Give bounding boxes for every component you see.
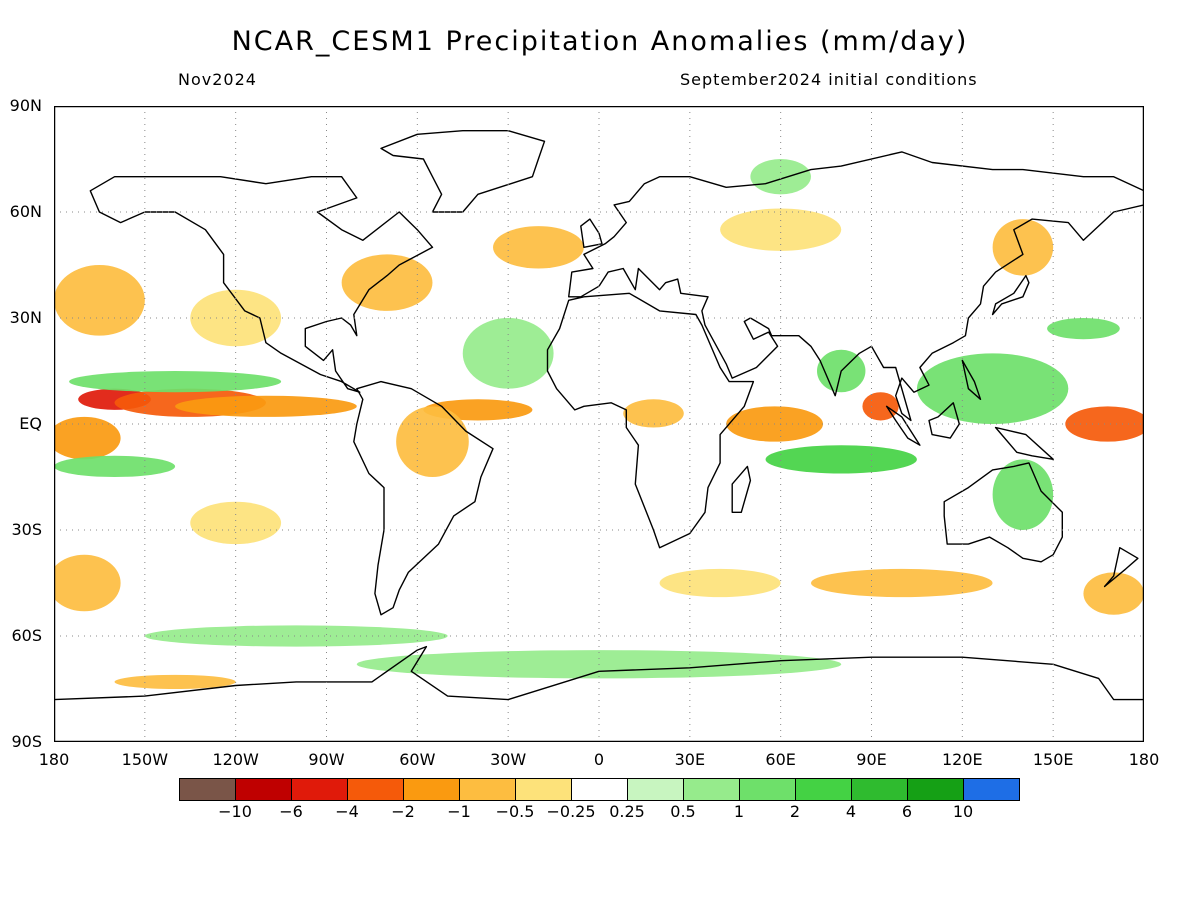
lon-tick-label: 150W [121, 750, 169, 769]
colorbar-swatch [851, 778, 908, 801]
coastline-10 [991, 274, 1030, 316]
anomaly-field-11 [54, 455, 176, 477]
coastline-1 [353, 380, 494, 616]
anomaly-field-9 [396, 406, 469, 477]
lat-tick-label: EQ [19, 414, 42, 433]
colorbar-tick-label: 6 [901, 802, 913, 821]
anomaly-field-13 [916, 353, 1069, 424]
lon-tick-label: 90W [308, 750, 345, 769]
colorbar-swatch [515, 778, 572, 801]
anomaly-field-2 [175, 395, 357, 417]
colorbar-swatch [347, 778, 404, 801]
anomaly-field-28 [190, 501, 282, 545]
anomaly-field-29 [659, 568, 781, 598]
anomaly-field-21 [54, 265, 145, 336]
anomaly-field-18 [144, 625, 448, 647]
anomaly-field-7 [862, 392, 899, 421]
initial-conditions-label: September2024 initial conditions [680, 70, 978, 89]
anomaly-field-14 [992, 459, 1054, 530]
colorbar-swatch [235, 778, 292, 801]
anomaly-field-19 [493, 226, 584, 269]
colorbar-tick-label: −2 [391, 802, 415, 821]
anomaly-field-32 [114, 674, 236, 690]
anomaly-field-27 [190, 289, 282, 347]
coastline-8 [928, 402, 960, 439]
forecast-month-label: Nov2024 [178, 70, 257, 89]
colorbar-tick-label: 1 [733, 802, 745, 821]
lat-lon-grid [54, 106, 1144, 742]
anomaly-field-12 [765, 445, 917, 474]
lon-tick-label: 150E [1032, 750, 1074, 769]
anomaly-field-16 [462, 318, 554, 389]
coastline-6 [54, 645, 1144, 742]
lat-tick-label: 90N [9, 96, 42, 115]
colorbar-tick-label: −10 [218, 802, 252, 821]
coastline-14 [961, 359, 982, 400]
lon-tick-label: 60W [399, 750, 436, 769]
colorbar-swatch [627, 778, 684, 801]
anomaly-field-10 [69, 371, 282, 393]
colorbar-tick-label: 4 [845, 802, 857, 821]
colorbar-swatch [571, 778, 628, 801]
coastline-13 [1103, 547, 1139, 588]
lat-tick-label: 90S [11, 732, 42, 751]
colorbar-tick-label: 10 [952, 802, 974, 821]
coastline-2 [546, 292, 755, 549]
colorbar-tick-label: 2 [789, 802, 801, 821]
colorbar-swatch [795, 778, 852, 801]
lon-tick-label: 90E [856, 750, 887, 769]
anomaly-field-24 [54, 554, 121, 612]
coastline-4 [380, 130, 546, 213]
coastline-5 [943, 462, 1063, 563]
colorbar-tick-label: −6 [279, 802, 303, 821]
colorbar-swatch [739, 778, 796, 801]
colorbar-swatch [403, 778, 460, 801]
lat-tick-label: 30N [9, 308, 42, 327]
lat-tick-label: 60S [11, 626, 42, 645]
lon-tick-label: 30W [490, 750, 527, 769]
lat-tick-label: 30S [11, 520, 42, 539]
colorbar-tick-label: −4 [335, 802, 359, 821]
anomaly-field-26 [992, 219, 1054, 276]
lon-tick-label: 180 [1128, 750, 1160, 769]
anomaly-field-23 [810, 568, 993, 598]
precipitation-anomaly-map [54, 106, 1144, 742]
colorbar-swatch [683, 778, 740, 801]
colorbar-tick-label: −0.25 [546, 802, 596, 821]
anomaly-field-22 [341, 254, 433, 311]
anomaly-field-25 [1083, 572, 1144, 615]
anomaly-field-4 [54, 416, 121, 460]
lon-tick-label: 120W [212, 750, 259, 769]
lon-tick-label: 0 [593, 750, 605, 769]
map-frame [54, 106, 1144, 742]
colorbar-swatch [459, 778, 516, 801]
anomaly-field-8 [623, 399, 684, 428]
lon-tick-label: 120E [942, 750, 983, 769]
lon-tick-label: 30E [674, 750, 706, 769]
lon-tick-label: 180 [38, 750, 70, 769]
colorbar-tick-label: −1 [447, 802, 471, 821]
continent-outlines [54, 130, 1144, 742]
colorbar-tick-label: 0.25 [609, 802, 645, 821]
coastline-9 [994, 426, 1054, 460]
anomaly-field-30 [1047, 318, 1120, 340]
colorbar-tick-label: 0.5 [670, 802, 696, 821]
coastline-7 [885, 405, 921, 446]
colorbar-swatch [179, 778, 236, 801]
colorbar-tick-label: −0.5 [495, 802, 535, 821]
lon-tick-label: 60E [765, 750, 796, 769]
colorbar [179, 778, 1020, 801]
anomaly-field-20 [720, 208, 842, 251]
lat-tick-label: 60N [9, 202, 42, 221]
colorbar-swatch [907, 778, 964, 801]
map-title: NCAR_CESM1 Precipitation Anomalies (mm/d… [231, 26, 969, 57]
coastline-3 [568, 151, 1144, 422]
anomaly-field-31 [750, 159, 811, 195]
coastline-0 [89, 175, 434, 393]
coastline-11 [731, 465, 752, 513]
colorbar-swatch [963, 778, 1020, 801]
colorbar-swatch [291, 778, 348, 801]
